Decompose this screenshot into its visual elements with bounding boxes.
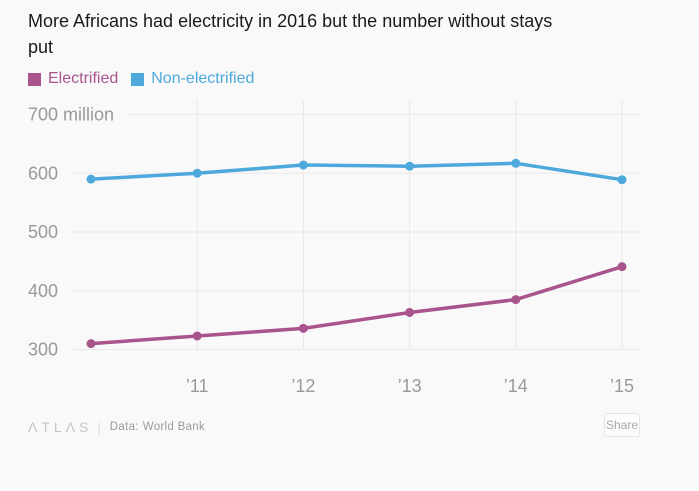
data-source: Data: World Bank — [110, 421, 205, 433]
x-tick-label: ’15 — [610, 376, 634, 396]
atlas-logo: ΛTLΛS — [28, 419, 93, 435]
data-point-non-electrified — [617, 175, 627, 185]
series-line-non-electrified — [89, 161, 624, 182]
electrified-swatch-icon — [28, 72, 41, 86]
y-tick-label: 500 — [28, 222, 58, 242]
chart-title-line2: put — [28, 37, 54, 57]
y-tick-label: 600 — [28, 163, 58, 183]
x-tick-label: ’13 — [398, 376, 422, 396]
data-point-electrified — [405, 307, 415, 317]
data-point-non-electrified — [298, 160, 308, 170]
data-point-electrified — [192, 331, 202, 341]
legend-label-electrified: Electrified — [48, 70, 119, 87]
data-point-non-electrified — [405, 161, 415, 171]
data-point-non-electrified — [511, 158, 521, 168]
data-source-label: Data: — [109, 421, 139, 433]
data-point-electrified — [617, 262, 627, 272]
legend: Electrified Non-electrified — [28, 70, 254, 88]
chart-title-line1: More Africans had electricity in 2016 bu… — [28, 11, 553, 31]
y-tick-label: 400 — [28, 281, 58, 301]
data-point-non-electrified — [192, 168, 202, 178]
data-point-non-electrified — [86, 174, 96, 184]
data-source-value: World Bank — [142, 421, 206, 433]
chart-title: More Africans had electricity in 2016 bu… — [28, 8, 683, 60]
x-tick-label: ’11 — [186, 376, 209, 396]
footer-divider: | — [97, 419, 101, 435]
non-electrified-swatch-icon — [131, 72, 145, 86]
data-point-electrified — [298, 323, 308, 333]
x-tick-label: ’12 — [291, 376, 315, 396]
share-button[interactable]: Share — [604, 413, 640, 437]
y-tick-label: 300 — [28, 340, 58, 360]
legend-item-electrified: Electrified — [28, 70, 118, 88]
data-point-electrified — [86, 339, 96, 349]
footer: ΛTLΛS | Data: World Bank — [28, 418, 205, 436]
series-line-electrified — [89, 264, 624, 346]
data-point-electrified — [511, 295, 521, 305]
x-tick-label: ’14 — [504, 376, 528, 396]
y-tick-label: 700 million — [28, 105, 114, 125]
legend-item-non-electrified: Non-electrified — [131, 70, 254, 88]
legend-label-non-electrified: Non-electrified — [151, 70, 255, 87]
